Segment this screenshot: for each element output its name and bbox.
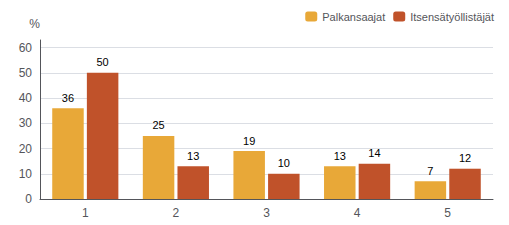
- svg-text:19: 19: [243, 135, 255, 147]
- svg-text:1: 1: [82, 206, 89, 220]
- svg-text:0: 0: [25, 192, 32, 206]
- svg-text:60: 60: [19, 41, 33, 55]
- svg-text:2: 2: [173, 206, 180, 220]
- svg-text:50: 50: [19, 66, 33, 80]
- svg-text:12: 12: [459, 152, 471, 164]
- svg-text:10: 10: [278, 157, 290, 169]
- svg-text:4: 4: [354, 206, 361, 220]
- svg-text:25: 25: [152, 119, 164, 131]
- svg-text:Palkansaajat: Palkansaajat: [322, 11, 385, 23]
- svg-text:40: 40: [19, 91, 33, 105]
- svg-text:50: 50: [96, 56, 108, 68]
- svg-text:%: %: [29, 17, 40, 31]
- svg-text:5: 5: [444, 206, 451, 220]
- svg-text:14: 14: [368, 147, 380, 159]
- svg-text:13: 13: [334, 150, 346, 162]
- svg-text:30: 30: [19, 116, 33, 130]
- svg-text:36: 36: [62, 92, 74, 104]
- svg-text:Itsensätyöllistäjät: Itsensätyöllistäjät: [410, 11, 494, 23]
- svg-text:10: 10: [19, 167, 33, 181]
- svg-text:7: 7: [427, 165, 433, 177]
- svg-text:3: 3: [263, 206, 270, 220]
- svg-text:20: 20: [19, 142, 33, 156]
- svg-text:13: 13: [187, 150, 199, 162]
